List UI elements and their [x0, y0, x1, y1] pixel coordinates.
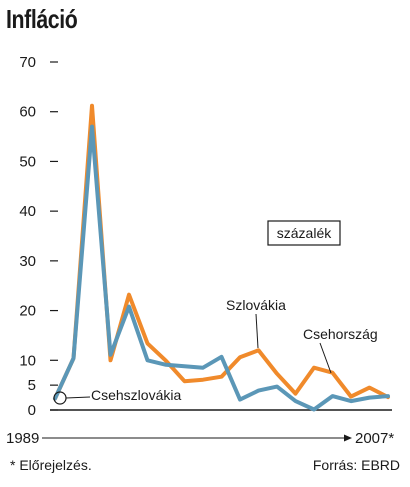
y-tick-label: 0	[28, 402, 36, 419]
unit-label-box	[267, 220, 341, 246]
leader-czech	[319, 342, 332, 374]
arrow-head-icon	[344, 434, 352, 442]
y-tick-label: 50	[19, 153, 36, 170]
series-label-czechoslovakia: Csehszlovákia	[91, 387, 181, 403]
y-tick-label: 5	[28, 377, 36, 394]
series-label-slovakia: Szlovákia	[226, 297, 286, 313]
x-label-end: 2007*	[355, 430, 394, 447]
leader-slovakia	[255, 313, 259, 349]
series-lines	[53, 103, 390, 412]
footnote: * Előrejelzés.	[10, 457, 92, 473]
source-note: Forrás: EBRD	[312, 457, 400, 473]
leader-czechoslovakia	[65, 396, 91, 399]
x-label-start: 1989	[6, 430, 39, 447]
y-tick-label: 60	[19, 104, 36, 121]
y-tick-label: 70	[19, 54, 36, 71]
y-tick-label: 10	[19, 352, 36, 369]
chart-title: Infláció	[6, 4, 78, 34]
y-tick-label: 30	[19, 253, 36, 270]
y-tick-label: 40	[19, 203, 36, 220]
series-label-czech: Csehország	[303, 326, 378, 342]
y-tick-label: 20	[19, 303, 36, 320]
series-line-szlovakia	[53, 103, 390, 401]
series-line-csehorszag	[53, 124, 390, 412]
y-axis: 0 5 10 20 30 40 50 60 70	[19, 54, 58, 419]
unit-label: százalék	[277, 225, 332, 241]
